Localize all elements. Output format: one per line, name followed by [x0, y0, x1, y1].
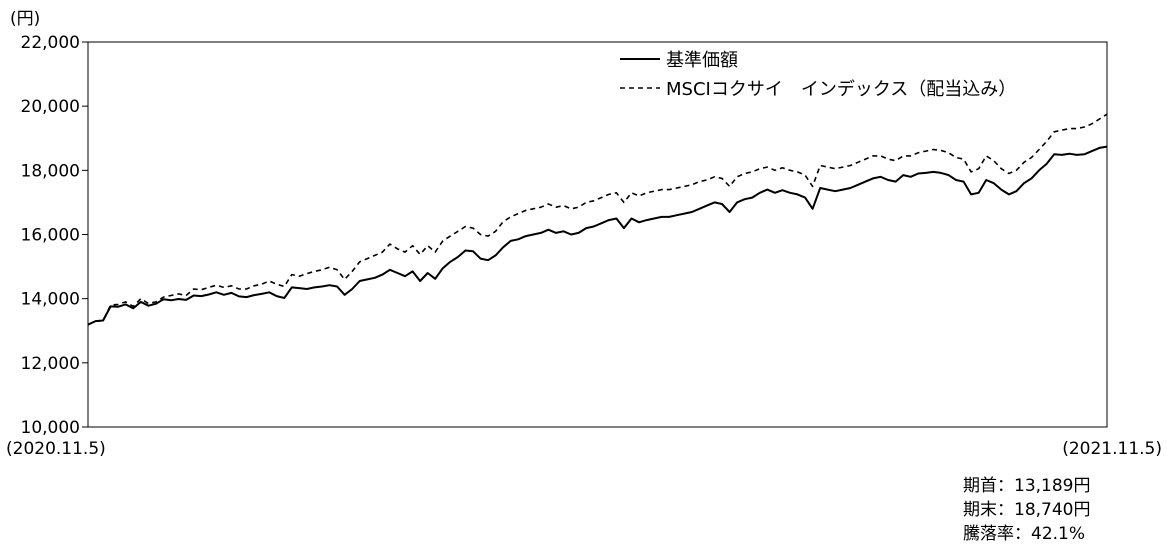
- line-chart: (円) 10,000 12,000 14,000 16,000 18,000 20,000…: [6, 9, 1162, 459]
- y-tick-label: 10,000: [21, 418, 80, 438]
- period-stats: 期首：13,189円 期末：18,740円 騰落率：42.1%: [963, 474, 1090, 546]
- y-tick-label: 18,000: [21, 161, 80, 181]
- y-tick-label: 12,000: [21, 354, 80, 374]
- start-value-text: 期首：13,189円: [963, 476, 1091, 496]
- series-layer: [87, 113, 1108, 326]
- y-tick-label: 16,000: [21, 226, 80, 246]
- legend-label-index: MSCIコクサイ インデックス（配当込み）: [666, 79, 1016, 100]
- x-end-label: (2021.11.5): [1062, 439, 1162, 459]
- y-unit-label: (円): [10, 9, 40, 29]
- change-rate-text: 騰落率：42.1%: [963, 524, 1086, 544]
- plot-frame: [87, 41, 1108, 428]
- x-start-label: (2020.11.5): [6, 439, 106, 459]
- end-value-text: 期末：18,740円: [963, 500, 1091, 520]
- y-axis: 10,000 12,000 14,000 16,000 18,000 20,000 22,0…: [21, 33, 88, 438]
- legend-label-nav: 基準価額: [666, 50, 738, 71]
- y-tick-label: 14,000: [21, 290, 80, 310]
- y-tick-label: 20,000: [21, 97, 80, 117]
- series-line-nav: [87, 145, 1108, 326]
- series-line-msci-index: [87, 113, 1108, 326]
- y-tick-label: 22,000: [21, 33, 80, 53]
- legend: 基準価額 MSCIコクサイ インデックス（配当込み）: [620, 50, 1016, 100]
